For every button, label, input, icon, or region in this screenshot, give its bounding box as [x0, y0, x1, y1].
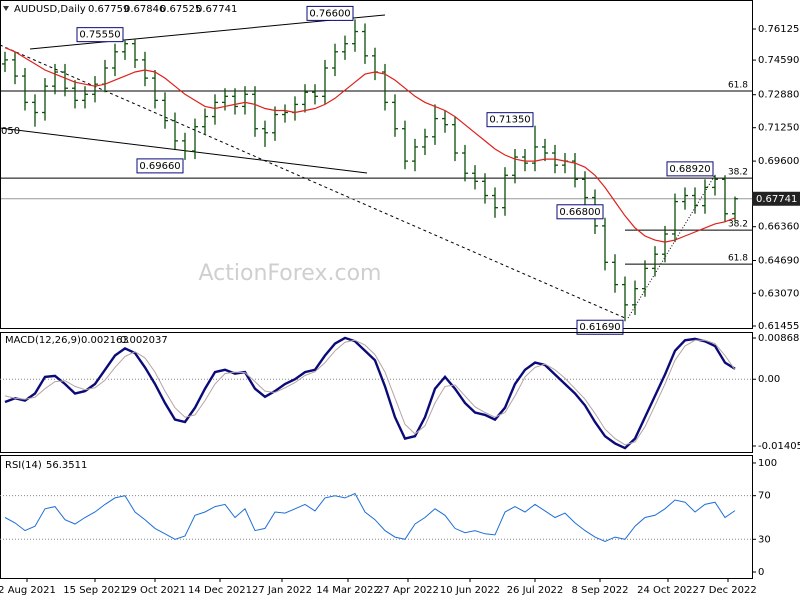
y-tick-label: 0	[758, 567, 764, 578]
y-tick-label: 0.71250	[758, 123, 799, 134]
watermark: ActionForex.com	[199, 261, 382, 286]
trend-line	[627, 174, 716, 319]
moving-average	[4, 47, 736, 243]
x-tick-label: 26 Jul 2022	[507, 585, 564, 596]
indicator-line	[4, 492, 736, 543]
annotation-box	[76, 27, 124, 43]
annotation-box	[306, 5, 354, 21]
annotation-box	[576, 319, 624, 335]
signal-reading: 0.002037	[120, 335, 168, 346]
fib-label: 61.8	[728, 81, 748, 91]
fib-label: 38.2	[728, 168, 748, 178]
y-tick-label: 30	[758, 534, 771, 545]
panel-frame	[0, 0, 753, 329]
price-box	[752, 191, 800, 206]
plot-layer: 61.8 38.2 38.2 61.8	[0, 14, 752, 322]
fib-label: 38.2	[728, 220, 748, 230]
ohlc-close: 0.67741	[196, 4, 237, 15]
y-tick-label: -0.014056	[758, 441, 800, 452]
annotation: 0.61690	[579, 322, 620, 333]
x-tick-label: 24 Oct 2022	[637, 585, 699, 596]
panel-frame	[0, 455, 753, 579]
x-tick-label: 2 Aug 2021	[0, 585, 56, 596]
y-tick-label: 0.74590	[758, 55, 799, 66]
x-tick-label: 10 Jun 2022	[440, 585, 500, 596]
indicator-line	[4, 336, 736, 450]
annotation: 0.76600	[309, 8, 350, 19]
annotation: 0.75550	[79, 30, 120, 41]
x-tick-label: 29 Oct 2021	[124, 585, 186, 596]
annotation: 0.71350	[489, 115, 530, 126]
rsi-title: RSI(14)	[5, 460, 42, 471]
macd-title: MACD(12,26,9)	[5, 335, 81, 346]
y-tick-label: 0.66360	[758, 222, 799, 233]
panel-frame	[0, 332, 753, 453]
y-tick-label: 0.69600	[758, 156, 799, 167]
symbol-icon	[3, 6, 9, 11]
annotation-box	[666, 161, 714, 177]
macd-reading: 0.002163	[81, 335, 129, 346]
y-tick-label: 70	[758, 491, 771, 502]
x-tick-label: 15 Sep 2021	[63, 585, 126, 596]
x-tick-label: 27 Jan 2022	[252, 585, 312, 596]
fib-label: 61.8	[728, 254, 748, 264]
y-tick-label: 0.72880	[758, 90, 799, 101]
annotation-box	[556, 204, 604, 220]
y-tick-label: 0.63070	[758, 288, 799, 299]
x-tick-label: 14 Mar 2022	[316, 585, 379, 596]
annotation-box	[136, 158, 184, 174]
y-tick-label: 0.64690	[758, 256, 799, 267]
price-box-label: 0.67741	[756, 194, 797, 205]
y-tick-label: 0.61455	[758, 321, 799, 332]
ohlc-high: 0.67846	[124, 4, 165, 15]
annotation: 0.69660	[139, 161, 180, 172]
annotation: 0.68920	[669, 164, 710, 175]
y-tick-label: 0.76125	[758, 24, 799, 35]
ohlc-low: 0.67525	[160, 4, 201, 15]
x-tick-label: 7 Dec 2022	[699, 585, 757, 596]
symbol: AUDUSD,Daily	[14, 4, 86, 15]
x-tick-label: 14 Dec 2021	[188, 585, 252, 596]
rsi-reading: 56.3511	[46, 460, 87, 471]
x-tick-label: 27 Apr 2022	[377, 585, 439, 596]
annotation-box	[486, 112, 534, 128]
cut-label: 050	[1, 126, 20, 137]
y-tick-label: 0.008687	[758, 333, 800, 344]
annotation: 0.66800	[559, 207, 600, 218]
indicator-line	[4, 339, 736, 446]
trend-line	[0, 127, 368, 174]
y-tick-label: 0.00	[758, 374, 780, 385]
y-tick-label: 100	[758, 458, 777, 469]
x-tick-label: 8 Sep 2022	[571, 585, 628, 596]
ohlc-open: 0.67759	[88, 4, 129, 15]
